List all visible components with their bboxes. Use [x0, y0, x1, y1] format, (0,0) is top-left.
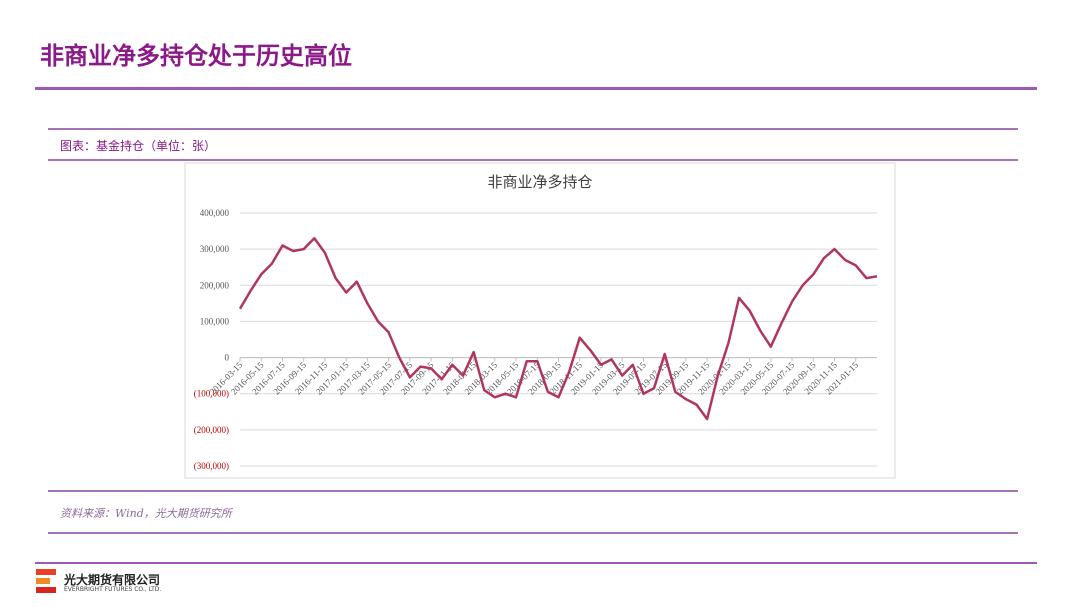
y-tick-label: 200,000: [200, 280, 230, 290]
y-tick-label: 0: [225, 353, 230, 363]
rule: [48, 159, 1018, 161]
slide-title: 非商业净多持仓处于历史高位: [40, 42, 352, 70]
y-tick-label: 400,000: [200, 208, 230, 218]
rule: [48, 490, 1018, 492]
y-tick-label: (100,000): [194, 389, 229, 399]
y-tick-label: (200,000): [194, 425, 229, 435]
chart-title: 非商业净多持仓: [487, 173, 592, 191]
y-tick-label: (300,000): [194, 461, 229, 471]
chart-frame: [184, 162, 896, 479]
y-tick-label: 100,000: [200, 316, 230, 326]
data-line: [238, 237, 878, 421]
title-rule: [35, 87, 1037, 90]
y-tick-label: 300,000: [200, 244, 230, 254]
company-name-en: EVERBRIGHT FUTURES CO., LTD.: [64, 586, 162, 593]
rule: [48, 532, 1018, 534]
company-name: 光大期货有限公司: [64, 573, 161, 587]
chart-caption: 图表：基金持仓（单位：张）: [60, 139, 217, 153]
logo-icon: [36, 569, 56, 593]
footer-rule: [35, 562, 1037, 564]
source-note: 资料来源：Wind，光大期货研究所: [60, 507, 232, 520]
rule: [48, 128, 1018, 130]
